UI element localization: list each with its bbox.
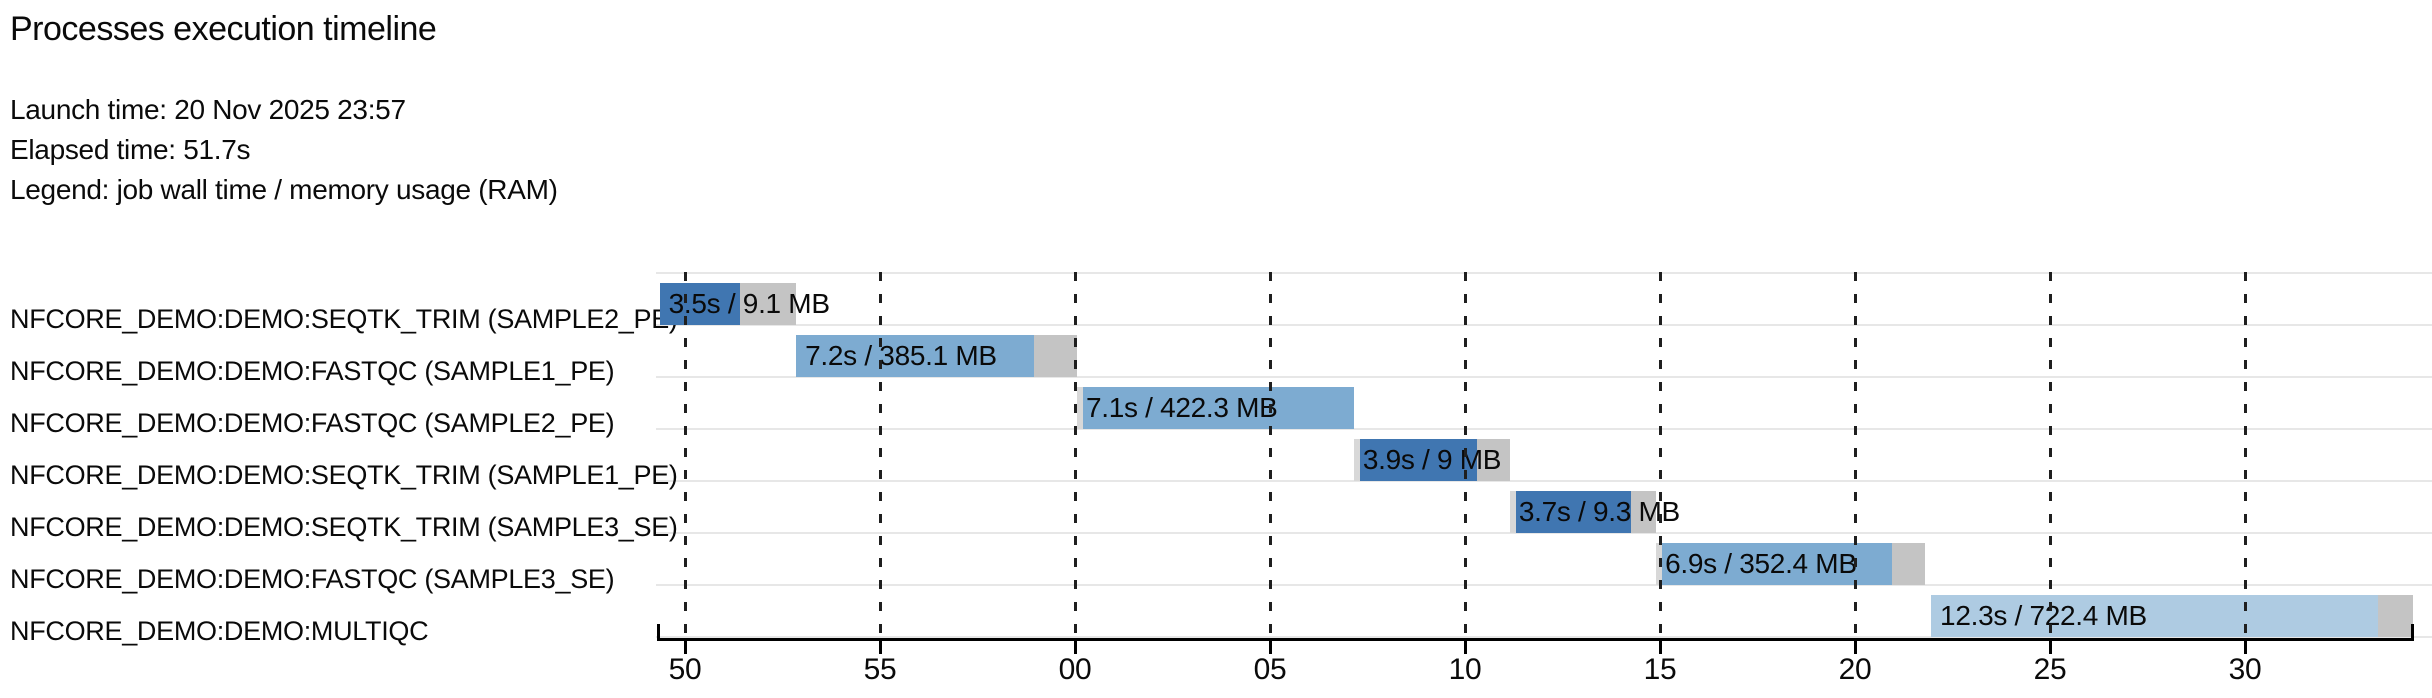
x-axis-tick-label: 05 <box>1253 653 1287 686</box>
task-bar-tail-segment <box>739 283 797 325</box>
x-axis-tick <box>1463 638 1467 654</box>
row-separator <box>656 376 2432 378</box>
row-separator <box>656 636 2432 638</box>
x-axis-tick <box>878 638 882 654</box>
row-separator <box>656 324 2432 326</box>
x-axis-end-tick-right <box>2410 624 2414 641</box>
task-bar-label: 3.5s / 9.1 MB <box>668 288 830 319</box>
row-separator <box>656 584 2432 586</box>
task-bar-tail-segment <box>2377 595 2413 637</box>
x-axis-tick <box>1268 638 1272 654</box>
task-bar-tail-segment <box>1034 335 1077 377</box>
x-axis-tick <box>2048 638 2052 654</box>
gridline <box>1853 272 1857 638</box>
process-label: NFCORE_DEMO:DEMO:SEQTK_TRIM (SAMPLE1_PE) <box>10 460 678 490</box>
gridline <box>1073 272 1077 638</box>
task-bar-run-segment <box>1082 387 1354 429</box>
task-bar-label: 3.9s / 9 MB <box>1362 444 1502 475</box>
x-axis-tick-label: 20 <box>1838 653 1872 686</box>
task-bar-run-segment <box>1359 439 1477 481</box>
gridline <box>1463 272 1467 638</box>
x-axis <box>656 638 2414 641</box>
gridline <box>683 272 687 638</box>
gridline <box>878 272 882 638</box>
row-separator <box>656 532 2432 534</box>
task-bar-label: 7.2s / 385.1 MB <box>805 340 997 371</box>
task-bar-label: 12.3s / 722.4 MB <box>1940 600 2147 631</box>
x-axis-end-tick-left <box>656 624 660 641</box>
process-label: NFCORE_DEMO:DEMO:FASTQC (SAMPLE2_PE) <box>10 408 615 438</box>
process-label: NFCORE_DEMO:DEMO:MULTIQC <box>10 616 429 646</box>
task-bar-label: 7.1s / 422.3 MB <box>1085 392 1278 423</box>
process-label: NFCORE_DEMO:DEMO:FASTQC (SAMPLE3_SE) <box>10 564 615 594</box>
process-label: NFCORE_DEMO:DEMO:SEQTK_TRIM (SAMPLE3_SE) <box>10 512 678 542</box>
x-axis-tick-label: 30 <box>2228 653 2262 686</box>
task-bar-run-segment <box>796 335 1035 377</box>
task-bar-tail-segment <box>1476 439 1510 481</box>
page-title: Processes execution timeline <box>10 10 437 48</box>
row-separator <box>656 272 2432 274</box>
x-axis-tick-label: 10 <box>1448 653 1482 686</box>
x-axis-tick-label: 15 <box>1643 653 1677 686</box>
task-bar-lead-segment <box>1509 491 1516 533</box>
process-label: NFCORE_DEMO:DEMO:SEQTK_TRIM (SAMPLE2_PE) <box>10 304 678 334</box>
row-separator <box>656 480 2432 482</box>
task-bar-lead-segment <box>1076 387 1083 429</box>
gridline <box>1268 272 1272 638</box>
x-axis-tick <box>1073 638 1077 654</box>
x-axis-tick <box>2243 638 2247 654</box>
task-bar-run-segment <box>659 283 740 325</box>
x-axis-tick-label: 55 <box>863 653 897 686</box>
x-axis-tick <box>683 638 687 654</box>
row-separator <box>656 428 2432 430</box>
x-axis-tick <box>1658 638 1662 654</box>
x-axis-tick <box>1853 638 1857 654</box>
gridline <box>2243 272 2247 638</box>
elapsed-time-text: Elapsed time: 51.7s <box>10 134 251 165</box>
process-label: NFCORE_DEMO:DEMO:FASTQC (SAMPLE1_PE) <box>10 356 615 386</box>
launch-time-text: Launch time: 20 Nov 2025 23:57 <box>10 94 406 125</box>
task-bar-label: 6.9s / 352.4 MB <box>1665 548 1857 579</box>
task-bar-run-segment <box>1931 595 2378 637</box>
gridline <box>2048 272 2052 638</box>
gridline <box>1658 272 1662 638</box>
legend-text: Legend: job wall time / memory usage (RA… <box>10 174 558 205</box>
x-axis-tick-label: 50 <box>668 653 702 686</box>
task-bar-label: 3.7s / 9.3 MB <box>1518 496 1680 527</box>
task-bar-lead-segment <box>1353 439 1360 481</box>
x-axis-tick-label: 00 <box>1058 653 1092 686</box>
x-axis-tick-label: 25 <box>2033 653 2067 686</box>
task-bar-run-segment <box>1515 491 1631 533</box>
task-bar-tail-segment <box>1892 543 1926 585</box>
task-bar-tail-segment <box>1630 491 1657 533</box>
